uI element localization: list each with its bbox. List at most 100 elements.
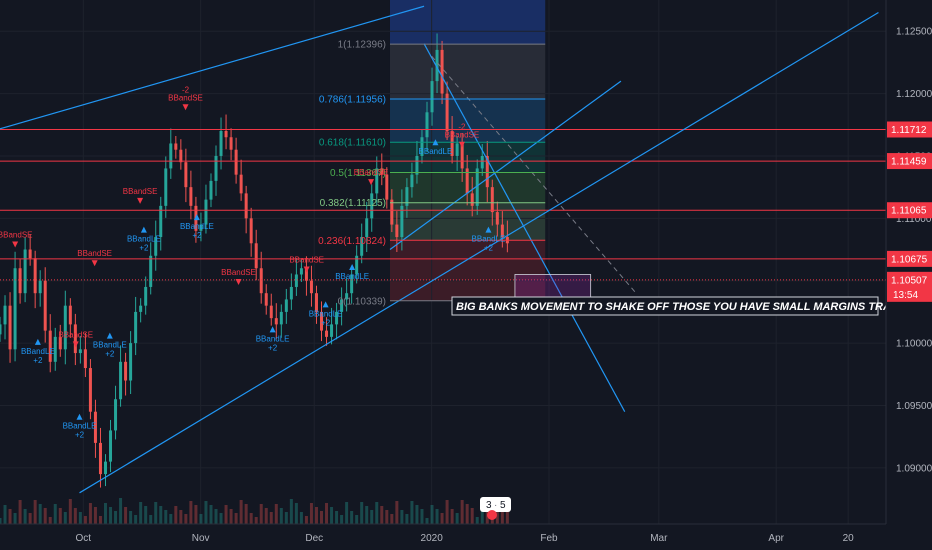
volume-bar (249, 513, 253, 524)
volume-bar (189, 501, 193, 524)
volume-bar (93, 507, 97, 524)
fib-label: 0.786(1.11956) (319, 95, 386, 106)
candle-body (83, 349, 87, 369)
volume-bar (425, 518, 429, 524)
volume-bar (114, 511, 118, 524)
candle-body (43, 280, 47, 331)
level-price-tag (887, 121, 932, 138)
volume-bar (350, 511, 354, 524)
volume-bar (199, 514, 203, 524)
fib-band (389, 99, 546, 143)
fib-band (389, 202, 546, 241)
signal-label: BBandLE (256, 334, 290, 343)
candle-body (355, 255, 359, 275)
annotation-text: BIG BANKS MOVEMENT TO SHAKE OFF THOSE YO… (456, 301, 922, 313)
candle-body (38, 280, 42, 294)
volume-bar (274, 504, 278, 524)
trendline[interactable] (389, 80, 622, 251)
fibonacci-bands (389, 0, 546, 301)
volume-bar (500, 508, 504, 524)
candle-body (134, 311, 138, 344)
trendline[interactable] (423, 43, 626, 413)
level-price-tag (887, 250, 932, 267)
volume-bar (73, 508, 77, 524)
candle-body (304, 268, 308, 281)
volume-bar (440, 513, 444, 524)
volume-bar (109, 507, 113, 524)
candle-body (465, 168, 469, 194)
candle-body (48, 330, 52, 362)
badge-left: 3 (486, 500, 492, 511)
candle-body (88, 368, 92, 412)
volume-bar (239, 500, 243, 524)
candle-body (109, 430, 113, 462)
candle-body (13, 268, 17, 350)
volume-bar (505, 512, 509, 524)
badge-sep: · (494, 500, 497, 511)
candle-body (415, 155, 419, 175)
candle-body (274, 318, 278, 325)
level-price-label: 1.11459 (891, 157, 927, 168)
volume-bar (475, 517, 479, 524)
annotation-box[interactable]: BIG BANKS MOVEMENT TO SHAKE OFF THOSE YO… (451, 296, 922, 316)
volume-bar (18, 500, 22, 524)
trendline[interactable] (0, 5, 425, 131)
candle-body (58, 336, 62, 350)
projection-line[interactable] (431, 55, 637, 294)
volume-bar (144, 506, 148, 524)
volume-bar (234, 513, 238, 524)
level-price-tag (887, 202, 932, 219)
candle-body (490, 187, 494, 213)
candle-body (420, 137, 424, 156)
volume-bar (325, 503, 329, 524)
candle-body (229, 137, 233, 150)
candle-body (3, 305, 7, 325)
y-tick-label: 1.10000 (896, 339, 932, 350)
badge[interactable]: 3 · 5 (480, 497, 511, 520)
candle-body (224, 131, 228, 138)
candle-body (214, 155, 218, 181)
volume-bar (169, 514, 173, 524)
annotation-frame (451, 296, 879, 316)
volume-bar (58, 508, 62, 524)
price-levels (0, 129, 886, 281)
trendline[interactable] (79, 11, 879, 494)
volume-bar (309, 503, 313, 524)
buy-arrow-icon (485, 226, 492, 233)
volume-bar (370, 510, 374, 524)
candle-body (480, 155, 484, 169)
signal-label: BBandLE (93, 341, 127, 350)
volume-bar (28, 513, 32, 524)
volume-bar (13, 513, 17, 524)
volume-bar (304, 516, 308, 524)
signal-label: BBandLE (180, 222, 214, 231)
y-tick-label: 1.09000 (896, 463, 932, 474)
volume-bar (214, 509, 218, 524)
volume-bar (8, 509, 12, 524)
candle-body (78, 349, 82, 354)
volume-bar (460, 500, 464, 524)
fib-label: 0.618(1.11610) (319, 138, 386, 149)
volume-bar (264, 508, 268, 524)
candle-body (314, 293, 318, 312)
y-tick-label: 1.11000 (896, 214, 932, 225)
candle-body (325, 330, 329, 337)
volume-bar (365, 506, 369, 524)
signal-label: BBandSE (0, 231, 32, 240)
volume-bar (345, 502, 349, 524)
volume-bar (390, 514, 394, 524)
volume-bar (224, 505, 228, 524)
candle-body (330, 324, 334, 337)
y-tick-label: 1.12500 (896, 27, 932, 38)
candle-body (254, 243, 258, 269)
strategy-signals: -2BBandSEBBandSEBBandLE+2BBandLE+2BBandS… (0, 85, 505, 439)
candle-body (345, 293, 349, 300)
volume-bar (134, 515, 138, 524)
candle-body (164, 168, 168, 206)
candle-body (500, 224, 504, 238)
volume-bar (380, 506, 384, 524)
volume-bar (98, 516, 102, 524)
volume-bar (139, 502, 143, 524)
candle-body (23, 249, 27, 294)
